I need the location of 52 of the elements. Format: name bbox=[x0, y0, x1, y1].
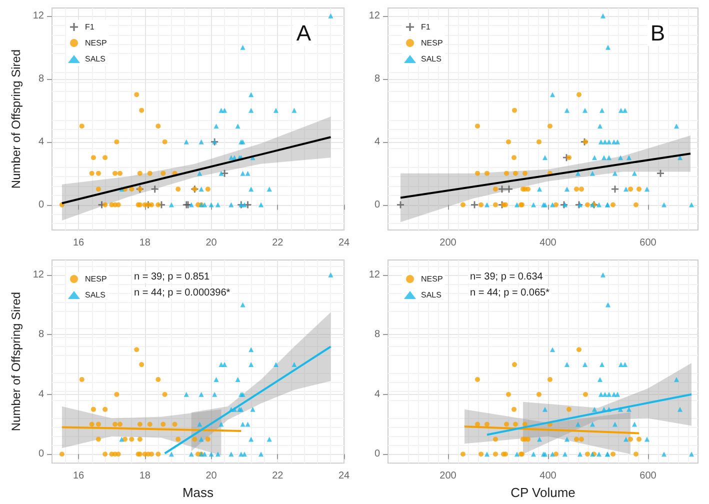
y-tick-label: 8 bbox=[374, 73, 380, 84]
annotation: n = 44; p = 0.065* bbox=[470, 288, 550, 298]
x-tick-label: 400 bbox=[540, 470, 557, 482]
annotation: B bbox=[650, 20, 666, 46]
y-tick-label: 4 bbox=[374, 136, 380, 148]
y-axis-title: Number of Offspring Sired bbox=[8, 49, 23, 189]
x-tick-label: 16 bbox=[72, 238, 85, 248]
x-tick-label: 400 bbox=[540, 238, 557, 248]
y-tick-label: 0 bbox=[38, 199, 44, 210]
y-tick-label: 4 bbox=[38, 388, 44, 400]
y-tick-label: 8 bbox=[38, 329, 44, 340]
x-tick-label: 600 bbox=[640, 470, 657, 482]
y-tick-label: 12 bbox=[368, 10, 380, 22]
y-tick-label: 4 bbox=[38, 136, 44, 148]
x-axis-title: CP Volume bbox=[510, 485, 576, 500]
x-tick-label: 600 bbox=[640, 238, 657, 248]
x-tick-label: 24 bbox=[338, 238, 350, 248]
x-tick-label: 22 bbox=[272, 470, 284, 482]
legend-label: F1 bbox=[85, 22, 95, 32]
x-tick-label: 20 bbox=[206, 470, 218, 482]
legend-label: SALS bbox=[85, 290, 106, 300]
legend-label: NESP bbox=[421, 274, 443, 284]
x-axis-title: Mass bbox=[182, 485, 214, 500]
y-tick-label: 0 bbox=[374, 448, 380, 460]
y-tick-label: 8 bbox=[374, 329, 380, 340]
legend-label: SALS bbox=[421, 290, 442, 300]
y-tick-label: 4 bbox=[374, 388, 380, 400]
y-tick-label: 12 bbox=[32, 269, 44, 280]
x-tick-label: 22 bbox=[272, 238, 284, 248]
x-tick-label: 18 bbox=[139, 470, 151, 482]
legend-label: NESP bbox=[421, 38, 443, 48]
x-tick-label: 20 bbox=[206, 238, 218, 248]
x-tick-label: 18 bbox=[139, 238, 151, 248]
annotation: n = 44; p = 0.000396* bbox=[134, 288, 230, 298]
legend-label: SALS bbox=[85, 54, 106, 64]
annotation: n = 39; p = 0.851 bbox=[134, 272, 210, 282]
legend-label: SALS bbox=[421, 54, 442, 64]
x-tick-label: 24 bbox=[338, 470, 350, 482]
legend-label: F1 bbox=[421, 22, 431, 32]
y-tick-label: 12 bbox=[32, 10, 44, 22]
x-tick-label: 200 bbox=[440, 238, 457, 248]
annotation: A bbox=[296, 20, 312, 46]
y-axis-title: Number of Offspring Sired bbox=[8, 292, 23, 432]
legend-label: NESP bbox=[85, 38, 107, 48]
y-tick-label: 0 bbox=[374, 199, 380, 210]
legend-label: NESP bbox=[85, 274, 107, 284]
y-tick-label: 12 bbox=[368, 269, 380, 280]
x-tick-label: 16 bbox=[72, 470, 85, 482]
x-tick-label: 200 bbox=[440, 470, 457, 482]
y-tick-label: 8 bbox=[38, 73, 44, 84]
y-tick-label: 0 bbox=[38, 448, 44, 460]
annotation: n= 39; p = 0.634 bbox=[470, 272, 544, 282]
